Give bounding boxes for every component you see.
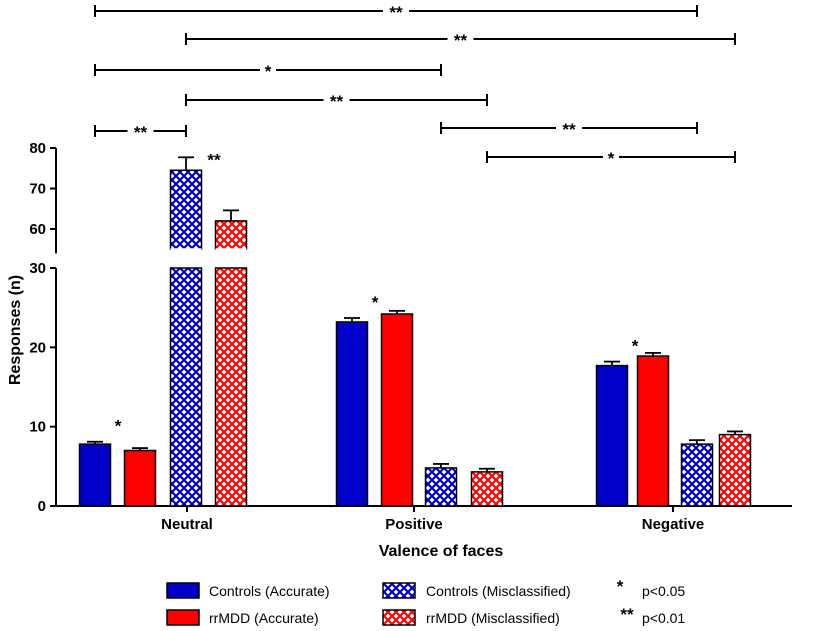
legend-note-symbol-p05: * xyxy=(617,577,624,596)
bar-controls-accurate-neutral xyxy=(78,443,112,507)
bar-annotation: ** xyxy=(207,150,221,169)
legend-note-text-p05: p<0.05 xyxy=(642,583,685,599)
bars: ***** xyxy=(78,150,752,507)
y-tick-label-lower: 20 xyxy=(29,339,46,356)
bar-rrmdd-misclassified-neutral-upper xyxy=(214,220,248,250)
bracket-label: ** xyxy=(134,123,148,142)
bracket-label: ** xyxy=(330,92,344,111)
bar-rrmdd-misclassified-neutral-lower xyxy=(214,267,248,507)
legend-label-rrmdd-misclassified: rrMDD (Misclassified) xyxy=(426,610,560,626)
y-axis-title: Responses (n) xyxy=(7,275,24,385)
category-label-neutral: Neutral xyxy=(161,516,213,533)
bracket-label: ** xyxy=(389,3,403,22)
y-tick-label-upper: 60 xyxy=(29,221,46,238)
bar-controls-accurate-negative xyxy=(595,364,629,507)
bracket-label: ** xyxy=(562,120,576,139)
bar-rrmdd-accurate-negative xyxy=(636,355,670,507)
bar-rrmdd-accurate-positive xyxy=(380,313,414,507)
bracket-label: * xyxy=(265,62,272,81)
y-tick-label-upper: 70 xyxy=(29,181,46,198)
bar-controls-accurate-positive xyxy=(335,321,369,507)
legend-swatch-rrmdd-accurate xyxy=(166,609,200,626)
bracket-label-bg xyxy=(127,124,154,138)
legend-label-rrmdd-accurate: rrMDD (Accurate) xyxy=(209,610,319,626)
bar-controls-misclassified-negative xyxy=(680,443,714,507)
y-tick-label-upper: 80 xyxy=(29,140,46,157)
bar-controls-misclassified-neutral-upper xyxy=(169,169,203,250)
legend-label-controls-accurate: Controls (Accurate) xyxy=(209,583,330,599)
bracket-label-bg xyxy=(447,32,474,46)
bar-controls-misclassified-neutral-lower xyxy=(169,267,203,507)
bar-rrmdd-accurate-neutral xyxy=(123,449,157,507)
category-label-positive: Positive xyxy=(385,516,443,533)
bar-annotation: * xyxy=(632,337,639,356)
legend: Controls (Accurate) rrMDD (Accurate) Con… xyxy=(166,577,685,626)
x-axis-title: Valence of faces xyxy=(379,543,504,560)
legend-swatch-controls-misclassified xyxy=(382,582,416,599)
legend-note-text-p01: p<0.01 xyxy=(642,610,685,626)
y-tick-label-lower: 30 xyxy=(29,260,46,277)
bar-rrmdd-misclassified-positive xyxy=(470,471,504,507)
bar-rrmdd-misclassified-negative xyxy=(718,433,752,507)
bracket-label: * xyxy=(608,149,615,168)
y-tick-label-lower: 10 xyxy=(29,419,46,436)
bracket-label-bg xyxy=(556,121,582,135)
bar-annotation: * xyxy=(372,293,379,312)
bracket-label-bg xyxy=(603,150,619,164)
bracket-label-bg xyxy=(323,93,350,107)
legend-swatch-controls-accurate xyxy=(166,582,200,599)
bracket-label-bg xyxy=(383,4,409,18)
legend-note-symbol-p01: ** xyxy=(620,605,634,624)
category-label-negative: Negative xyxy=(642,516,705,533)
y-tick-label-lower: 0 xyxy=(38,498,46,515)
bracket-label: ** xyxy=(454,31,468,50)
legend-label-controls-misclassified: Controls (Misclassified) xyxy=(426,583,571,599)
bracket-label-bg xyxy=(260,63,276,77)
bar-annotation: * xyxy=(115,417,122,436)
significance-brackets: ********* *** xyxy=(94,3,736,168)
bar-controls-misclassified-positive xyxy=(424,467,458,507)
legend-swatch-rrmdd-misclassified xyxy=(382,609,416,626)
